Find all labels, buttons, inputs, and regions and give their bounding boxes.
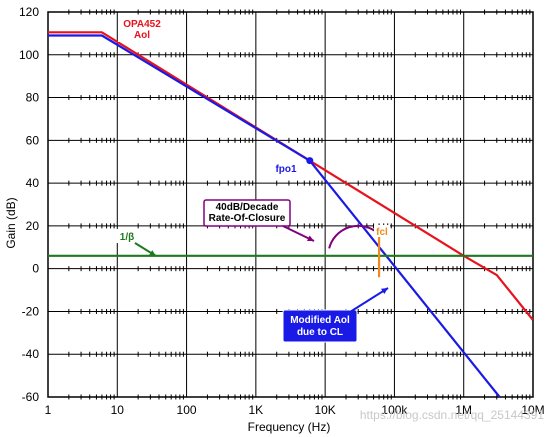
y-tick-label: -60: [22, 390, 40, 404]
y-tick-label: 0: [32, 262, 39, 276]
closure-label: 40dB/Decade Rate-Of-Closure: [209, 202, 286, 224]
closure-arrow-head: [307, 235, 314, 241]
x-tick-label: 100k: [381, 403, 408, 417]
x-tick-label: 10: [111, 403, 125, 417]
closure-label-box: [203, 199, 291, 227]
fpo1-point: [306, 157, 314, 165]
x-tick-label: 10K: [314, 403, 335, 417]
x-tick-label: 1K: [249, 403, 264, 417]
x-axis-label: Frequency (Hz): [248, 420, 331, 434]
aol-label-bg: [118, 16, 168, 42]
modified-aol-curve: [48, 34, 501, 397]
fpo1-label: fpo1: [275, 164, 297, 175]
watermark: https://blog.csdn.net/qq_25144391: [360, 408, 544, 422]
modified-label: Modified Aol due to CL: [290, 315, 350, 338]
beta-label: 1/β: [120, 232, 134, 243]
x-tick-label: 1: [45, 403, 52, 417]
y-tick-label: 40: [26, 176, 40, 190]
x-tick-label: 10M: [521, 403, 544, 417]
y-tick-label: 20: [26, 219, 40, 233]
beta-label-bg: [116, 229, 138, 243]
y-axis-label: Gain (dB): [4, 197, 18, 248]
closure-arc: [328, 224, 378, 249]
y-tick-label: -40: [22, 347, 40, 361]
modified-arrow-head: [381, 288, 388, 294]
aol-label: OPA452 Aol: [123, 19, 161, 41]
y-tick-label: -20: [22, 304, 40, 318]
x-tick-label: 100: [177, 403, 197, 417]
y-tick-label: 80: [26, 91, 40, 105]
x-tick-label: 1M: [455, 403, 472, 417]
annotation-layer: OPA452 Aol fpo1 40dB/Decade Rate-Of-Closure 1…: [116, 16, 390, 343]
series-layer: [48, 31, 533, 397]
fpo1-label-bg: [271, 162, 301, 176]
modified-label-box: [282, 309, 358, 343]
y-tick-label: 120: [19, 5, 39, 19]
grid: [47, 9, 534, 400]
modified-arrow: [349, 287, 389, 313]
y-tick-label: 100: [19, 48, 39, 62]
beta-arrow-head: [149, 250, 156, 256]
fcl-label-bg: [374, 225, 390, 237]
fcl-label: fcl: [376, 227, 388, 238]
plot-border: [47, 11, 534, 398]
y-tick-label: 60: [26, 133, 40, 147]
